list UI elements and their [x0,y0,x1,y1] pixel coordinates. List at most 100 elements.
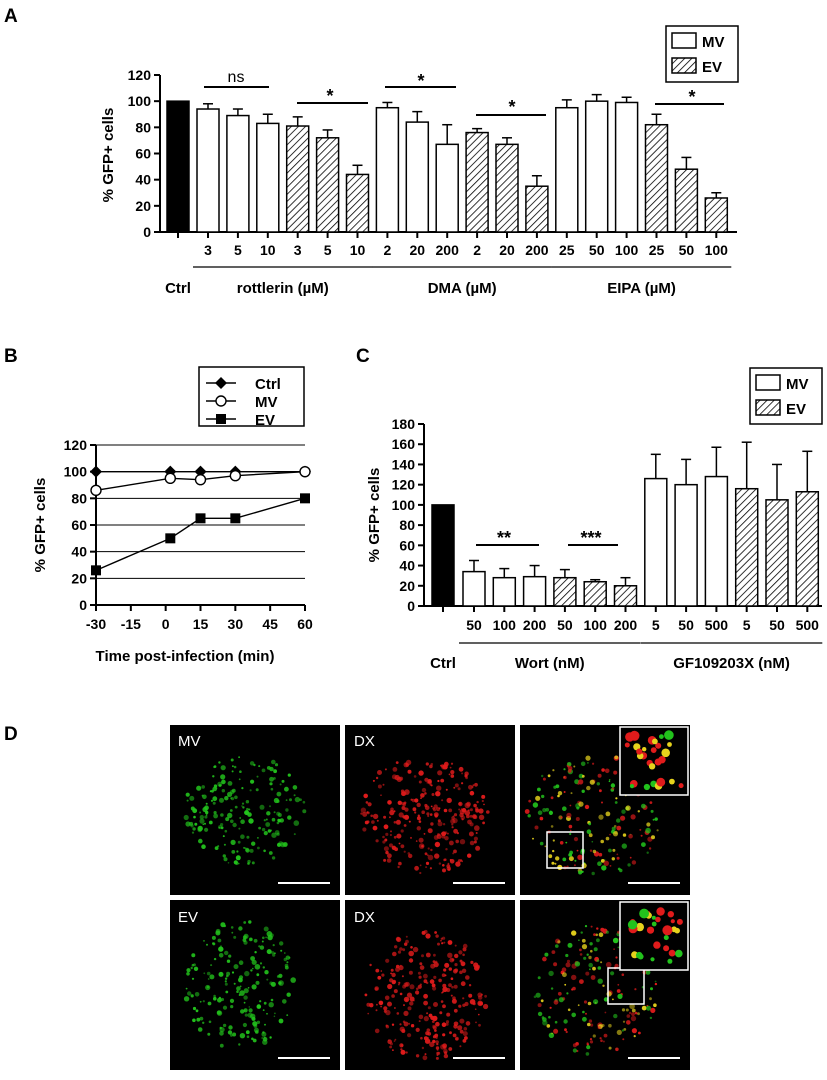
y-tick-label: 60 [399,537,415,553]
y-tick-label: 100 [128,93,152,109]
marker-diamond [215,377,227,389]
ctrl-label: Ctrl [165,280,191,297]
x-tick-label: 0 [162,616,170,632]
x-tick-label: 30 [228,616,244,632]
chart-c-ylabel: % GFP+ cells [366,468,383,563]
bar-ev [613,585,638,607]
panel-label-d: D [4,724,18,745]
y-tick-label: 80 [71,490,87,506]
micrograph-label-dx: DX [354,733,375,750]
bar-mv [674,483,698,607]
group-label: Wort (nM) [515,655,585,672]
x-tick-label: 50 [678,617,694,633]
chart-b-xlabel: Time post-infection (min) [96,648,275,665]
micrograph-merge [520,900,690,1070]
y-tick-label: 180 [392,416,416,432]
y-tick-label: 120 [128,67,152,83]
legend-label-mv: MV [255,394,278,411]
annotation-star: * [326,86,333,106]
x-tick-label: 200 [525,242,549,258]
y-tick-label: 40 [135,172,151,188]
x-tick-label: -30 [86,616,106,632]
bar-ctrl [166,100,190,233]
x-tick-label: 500 [705,617,729,633]
legend-ev-swatch [755,399,781,416]
bar-ev [553,576,577,607]
bar-mv [555,106,579,233]
ctrl-label: Ctrl [430,655,456,672]
marker-square [195,513,206,524]
micrograph-red [345,900,515,1070]
x-tick-label: 200 [523,617,547,633]
group-label: EIPA (µM) [607,280,676,297]
chart-c-significance: ** *** [476,528,618,548]
marker-square [165,533,176,544]
annotation-star: * [508,97,515,117]
marker-circle [90,484,102,497]
annotation-ns: ns [228,69,245,86]
micrograph-green [170,725,340,895]
chart-a-ylabel: % GFP+ cells [100,108,117,203]
bar-mv [375,106,400,233]
zoom-region [546,831,584,869]
bar-mv [614,101,639,233]
chart-a-significance: ns * * * * [204,69,724,117]
legend-label-ctrl: Ctrl [255,376,281,393]
marker-circle [194,473,207,486]
x-tick-label: 50 [769,617,785,633]
zoom-inset [619,726,689,796]
x-tick-label: 5 [234,242,242,258]
marker-diamond [194,465,207,478]
y-tick-label: 0 [79,597,87,613]
x-tick-label: 100 [705,242,729,258]
bar-ev [795,490,820,607]
y-tick-label: 40 [399,558,415,574]
bar-ev [285,125,310,233]
y-tick-label: 40 [71,544,87,560]
y-tick-label: 120 [64,437,88,453]
x-tick-label: 100 [493,617,517,633]
bar-mv [256,122,280,233]
marker-square [300,493,310,504]
legend-mv-label: MV [786,376,809,393]
bar-mv [492,576,517,607]
annotation-star: * [417,71,424,91]
bar-ev [525,185,549,233]
legend-ev-swatch [671,57,697,74]
x-tick-label: 3 [294,242,302,258]
x-tick-label: 45 [262,616,278,632]
chart-a: % GFP+ cells 0 20 40 60 80 100 120 3 5 10 3 5 10 2 20 2… [100,25,739,297]
y-tick-label: 100 [64,464,88,480]
bar-mv [704,475,729,607]
legend-label-ev: EV [255,412,275,429]
bar-mv [462,570,486,607]
group-label: GF109203X (nM) [673,655,790,672]
micrograph-label-ev: EV [178,909,198,926]
marker-circle [229,469,242,482]
micrograph-merge [520,725,690,895]
x-tick-label: 100 [615,242,639,258]
x-tick-label: 2 [384,242,392,258]
chart-b-ylabel: % GFP+ cells [32,478,49,573]
y-tick-label: 0 [407,598,415,614]
zoom-inset [619,901,689,971]
annotation-double-star: ** [497,528,511,548]
bar-ev [465,131,489,233]
chart-b: % GFP+ cells Time post-infection (min) 0… [32,366,313,665]
legend-mv-swatch [671,32,697,49]
micrograph-label-mv: MV [178,733,201,750]
x-tick-label: 10 [350,242,366,258]
x-tick-label: 20 [410,242,426,258]
x-tick-label: 500 [796,617,820,633]
x-tick-label: -15 [121,616,141,632]
x-tick-label: 25 [649,242,665,258]
bar-ev [345,173,370,233]
micrograph-red [345,725,515,895]
bar-mv [522,575,547,607]
y-tick-label: 60 [71,517,87,533]
y-tick-label: 100 [392,497,416,513]
legend-mv-label: MV [702,34,725,51]
x-tick-label: 5 [324,242,332,258]
